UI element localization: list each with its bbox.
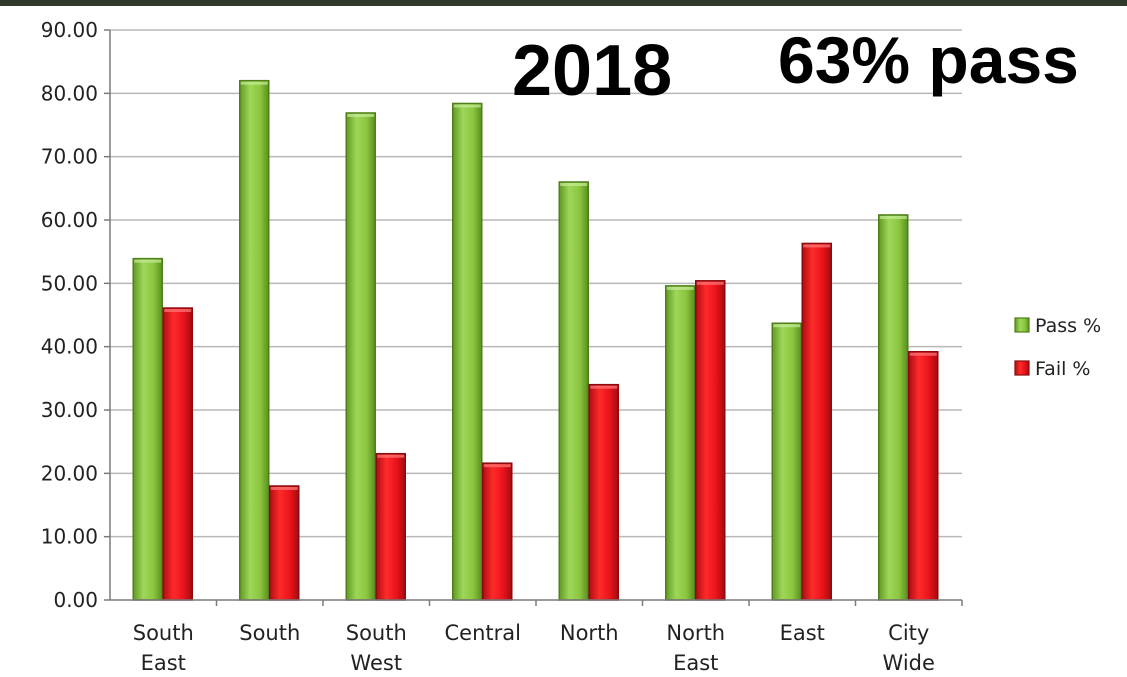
y-tick-label: 50.00 — [41, 271, 98, 295]
fail-bar — [695, 280, 726, 601]
pass-bar — [771, 322, 802, 601]
pass-bar — [665, 285, 696, 601]
fail-bar-highlight — [164, 309, 192, 313]
legend-swatch-pass — [1014, 317, 1030, 333]
fail-bar — [375, 452, 406, 601]
y-axis-ticks: 0.00 10.00 20.00 30.00 40.00 50.00 60.00 70.00 8… — [41, 18, 110, 612]
pass-bar — [558, 181, 589, 601]
pass-bar — [452, 102, 483, 601]
pass-bar — [878, 214, 909, 601]
legend-label-pass: Pass % — [1035, 315, 1101, 337]
fail-bar-highlight — [377, 454, 405, 458]
y-tick-label: 70.00 — [41, 145, 98, 169]
x-category-label: Wide — [883, 651, 935, 675]
fail-bar — [482, 462, 513, 601]
fail-bar — [801, 242, 832, 601]
y-tick-label: 30.00 — [41, 398, 98, 422]
x-category-label: East — [780, 621, 825, 645]
pass-rate-label: 63% pass — [778, 23, 1079, 97]
pass-bar — [345, 112, 376, 601]
legend-label-fail: Fail % — [1035, 358, 1090, 380]
y-tick-label: 0.00 — [53, 588, 98, 612]
x-category-label: South — [239, 621, 300, 645]
y-tick-label: 90.00 — [41, 18, 98, 42]
pass-bar-highlight — [773, 324, 801, 328]
x-category-label: Central — [445, 621, 521, 645]
fail-bar — [908, 350, 939, 601]
y-tick-label: 80.00 — [41, 81, 98, 105]
x-category-label: East — [141, 651, 186, 675]
fail-bar-highlight — [803, 244, 831, 248]
bars — [132, 79, 939, 601]
fail-bar-highlight — [270, 487, 298, 490]
fail-bar — [588, 383, 619, 601]
pass-bar — [132, 257, 163, 601]
year-label: 2018 — [512, 31, 672, 111]
fail-bar-highlight — [483, 464, 511, 468]
fail-bar — [269, 485, 300, 601]
x-category-label: City — [888, 621, 929, 645]
fail-bar-highlight — [909, 352, 937, 356]
y-tick-label: 40.00 — [41, 335, 98, 359]
pass-bar-highlight — [347, 113, 375, 117]
pass-bar-highlight — [879, 215, 907, 219]
legend: Pass % Fail % — [1014, 315, 1101, 380]
pass-bar-highlight — [240, 81, 268, 85]
y-tick-label: 20.00 — [41, 461, 98, 485]
x-category-label: East — [673, 651, 718, 675]
y-tick-label: 10.00 — [41, 525, 98, 549]
x-category-label: North — [666, 621, 725, 645]
x-category-label: West — [350, 651, 402, 675]
pass-bar-highlight — [453, 104, 481, 108]
x-axis-labels: South East South South West Central North North… — [133, 621, 935, 675]
pass-bar-highlight — [666, 286, 694, 290]
x-axis — [109, 30, 963, 606]
fail-bar — [162, 307, 193, 601]
fail-bar-highlight — [590, 385, 618, 389]
pass-bar-highlight — [134, 259, 162, 263]
top-border — [0, 0, 1127, 6]
pass-bar — [239, 79, 270, 601]
y-tick-label: 60.00 — [41, 208, 98, 232]
legend-swatch-fail — [1014, 360, 1030, 376]
x-category-label: South — [133, 621, 194, 645]
pass-bar-highlight — [560, 183, 588, 186]
x-category-label: South — [346, 621, 407, 645]
x-category-label: North — [560, 621, 619, 645]
fail-bar-highlight — [696, 281, 724, 285]
